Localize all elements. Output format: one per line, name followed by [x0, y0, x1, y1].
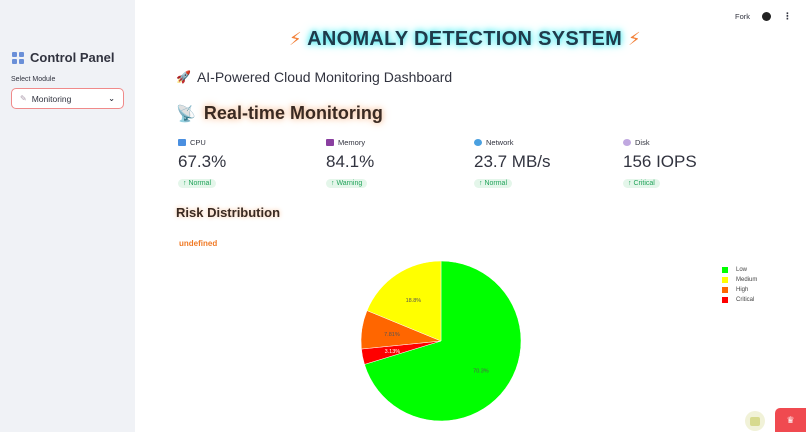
rocket-icon: 🚀 [176, 70, 191, 84]
legend-swatch [722, 277, 728, 283]
legend-swatch [722, 267, 728, 273]
pie-slice-medium[interactable] [366, 260, 442, 342]
sidebar-title-text: Control Panel [30, 50, 115, 65]
metric-label: Memory [338, 138, 366, 147]
legend-label: Medium [736, 277, 758, 283]
sidebar: Control Panel Select Module ✎ Monitoring… [0, 0, 135, 432]
chart-legend: Low Medium High Critical [722, 265, 757, 305]
metric-disk: Disk 156 IOPS ↑ Critical [623, 138, 697, 190]
legend-swatch [722, 297, 728, 303]
metric-cpu: CPU 67.3% ↑ Normal [178, 138, 226, 190]
pie-slice-label: 3.13% [385, 349, 401, 355]
page-title-text: ANOMALY DETECTION SYSTEM [307, 28, 623, 50]
metric-label: CPU [190, 138, 206, 147]
github-icon[interactable] [762, 11, 771, 21]
pie-slice-low[interactable] [364, 260, 522, 422]
pie-slice-label: 7.81% [384, 332, 400, 338]
page-title: ⚡ ANOMALY DETECTION SYSTEM ⚡ [280, 28, 650, 51]
legend-item-medium[interactable]: Medium [722, 275, 757, 285]
satellite-icon: 📡 [176, 105, 196, 123]
disc-icon [623, 139, 631, 146]
module-select-value: Monitoring [31, 93, 72, 104]
legend-item-low[interactable]: Low [722, 265, 757, 275]
legend-item-high[interactable]: High [722, 285, 757, 295]
section-title: 📡 Real-time Monitoring [176, 103, 383, 124]
page-subtitle-text: AI-Powered Cloud Monitoring Dashboard [196, 69, 453, 85]
globe-icon [474, 139, 482, 146]
select-module-label: Select Module [11, 76, 56, 83]
lightning-icon: ⚡ [289, 29, 302, 49]
floppy-icon [326, 139, 334, 146]
metric-delta: ↑ Critical [623, 179, 660, 188]
risk-distribution-title: Risk Distribution [176, 205, 281, 220]
satellite-icon: ✎ [20, 94, 27, 103]
pie-slice-label: 18.8% [406, 298, 422, 304]
legend-label: Low [736, 267, 748, 273]
streamlit-avatar-button[interactable] [745, 411, 765, 431]
chevron-down-icon: ⌄ [108, 94, 115, 103]
page-subtitle: 🚀 AI-Powered Cloud Monitoring Dashboard [176, 69, 452, 85]
pie-slice-label: 70.3% [473, 368, 489, 374]
chart-title: undefined [179, 239, 218, 248]
legend-swatch [722, 287, 728, 293]
crown-icon: ♛ [786, 414, 795, 425]
metric-label: Network [486, 138, 514, 147]
metric-label: Disk [635, 138, 650, 147]
grid-icon [12, 51, 24, 64]
metric-network: Network 23.7 MB/s ↑ Normal [474, 138, 551, 190]
module-select[interactable]: ✎ Monitoring ⌄ [11, 88, 124, 109]
metric-value: 23.7 MB/s [474, 152, 551, 171]
sidebar-title: Control Panel [12, 50, 115, 65]
main-menu-icon[interactable]: ⋮ [783, 10, 792, 21]
metric-value: 67.3% [178, 152, 227, 171]
monitor-icon [178, 139, 186, 146]
fork-button[interactable]: Fork [735, 11, 750, 21]
lightning-icon: ⚡ [628, 29, 641, 49]
legend-item-critical[interactable]: Critical [722, 295, 757, 305]
streamlit-badge-button[interactable]: ♛ [775, 408, 806, 432]
robot-icon [750, 416, 760, 426]
metric-delta: ↑ Normal [474, 179, 513, 188]
section-title-text: Real-time Monitoring [203, 103, 383, 123]
metric-value: 84.1% [326, 152, 375, 171]
metric-delta: ↑ Normal [178, 179, 217, 188]
top-toolbar: Fork ⋮ [735, 0, 806, 32]
legend-label: High [736, 287, 749, 293]
metric-value: 156 IOPS [623, 152, 697, 171]
metric-memory: Memory 84.1% ↑ Warning [326, 138, 374, 190]
risk-pie-chart[interactable]: 70.3% 3.13% 7.81% 18.8% [360, 260, 522, 422]
metric-delta: ↑ Warning [326, 179, 368, 188]
legend-label: Critical [736, 297, 755, 303]
